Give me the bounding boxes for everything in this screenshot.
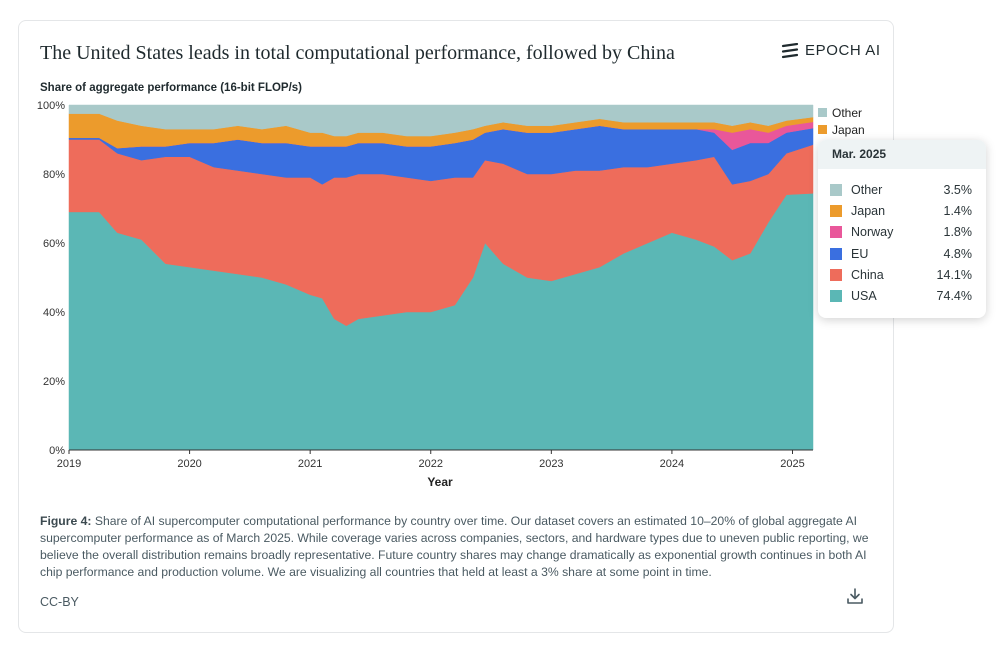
tooltip-swatch — [830, 290, 842, 303]
chart-title: The United States leads in total computa… — [40, 42, 675, 64]
brand-logo[interactable]: EPOCH AI — [781, 42, 881, 59]
tooltip-row-usa: USA 74.4% — [818, 285, 986, 306]
x-tick-label: 2020 — [177, 458, 201, 470]
y-tick-label: 40% — [43, 307, 65, 319]
download-icon[interactable] — [846, 587, 864, 605]
tooltip-series-name: Other — [851, 182, 883, 197]
tooltip-swatch — [830, 247, 842, 260]
tooltip-row-eu: EU 4.8% — [818, 243, 986, 264]
tooltip-row-japan: Japan 1.4% — [818, 200, 986, 221]
tooltip-series-name: Norway — [851, 225, 894, 240]
tooltip-swatch — [830, 226, 842, 239]
x-tick-label: 2019 — [57, 458, 81, 470]
chart-subtitle: Share of aggregate performance (16-bit F… — [40, 82, 303, 94]
tooltip-row-china: China 14.1% — [818, 264, 986, 285]
tooltip-row-other: Other 3.5% — [818, 179, 986, 200]
tooltip-swatch — [830, 183, 842, 196]
caption-text: Share of AI supercomputer computational … — [40, 514, 869, 579]
tooltip-series-name: China — [851, 267, 884, 282]
brand-name: EPOCH AI — [805, 42, 881, 59]
tooltip-series-name: USA — [851, 289, 877, 304]
y-tick-label: 0% — [49, 445, 65, 457]
caption-label: Figure 4: — [40, 514, 92, 528]
y-tick-label: 20% — [43, 376, 65, 388]
legend-swatch-japan — [818, 125, 827, 134]
x-tick-label: 2023 — [539, 458, 563, 470]
area-series-other[interactable] — [68, 104, 814, 137]
license-label: CC-BY — [40, 595, 79, 609]
figure-caption: Figure 4: Share of AI supercomputer comp… — [40, 513, 875, 581]
tooltip-date: Mar. 2025 — [818, 140, 986, 169]
tooltip-row-norway: Norway 1.8% — [818, 222, 986, 243]
tooltip-series-value: 1.8% — [943, 225, 973, 240]
tooltip-rows: Other 3.5% Japan 1.4% Norway 1.8% EU 4.8% China 1… — [818, 169, 986, 307]
area-chart: 0% 20% 40% 60% 80% 100% 2019 2020 2021 2022 2023 20… — [37, 100, 865, 489]
chart-tooltip: Mar. 2025 Other 3.5% Japan 1.4% Norway 1.8% EU… — [818, 140, 986, 318]
tooltip-series-value: 14.1% — [936, 267, 972, 282]
y-tick-label: 100% — [37, 100, 65, 112]
y-tick-label: 60% — [43, 238, 65, 250]
y-tick-label: 80% — [43, 169, 65, 181]
tooltip-series-value: 1.4% — [943, 203, 973, 218]
tooltip-series-name: Japan — [851, 203, 886, 218]
tooltip-swatch — [830, 268, 842, 281]
x-tick-label: 2025 — [780, 458, 804, 470]
x-tick-label: 2021 — [298, 458, 322, 470]
tooltip-series-value: 3.5% — [943, 182, 973, 197]
tooltip-series-name: EU — [851, 246, 869, 261]
legend-label-japan[interactable]: Japan — [832, 123, 865, 137]
legend-label-other[interactable]: Other — [832, 106, 862, 120]
legend-swatch-other — [818, 108, 827, 117]
epoch-logo-icon — [781, 42, 799, 58]
x-axis-title: Year — [427, 475, 453, 489]
x-tick-label: 2022 — [419, 458, 443, 470]
x-tick-label: 2024 — [660, 458, 684, 470]
tooltip-swatch — [830, 204, 842, 217]
tooltip-series-value: 74.4% — [936, 289, 972, 304]
tooltip-series-value: 4.8% — [943, 246, 973, 261]
